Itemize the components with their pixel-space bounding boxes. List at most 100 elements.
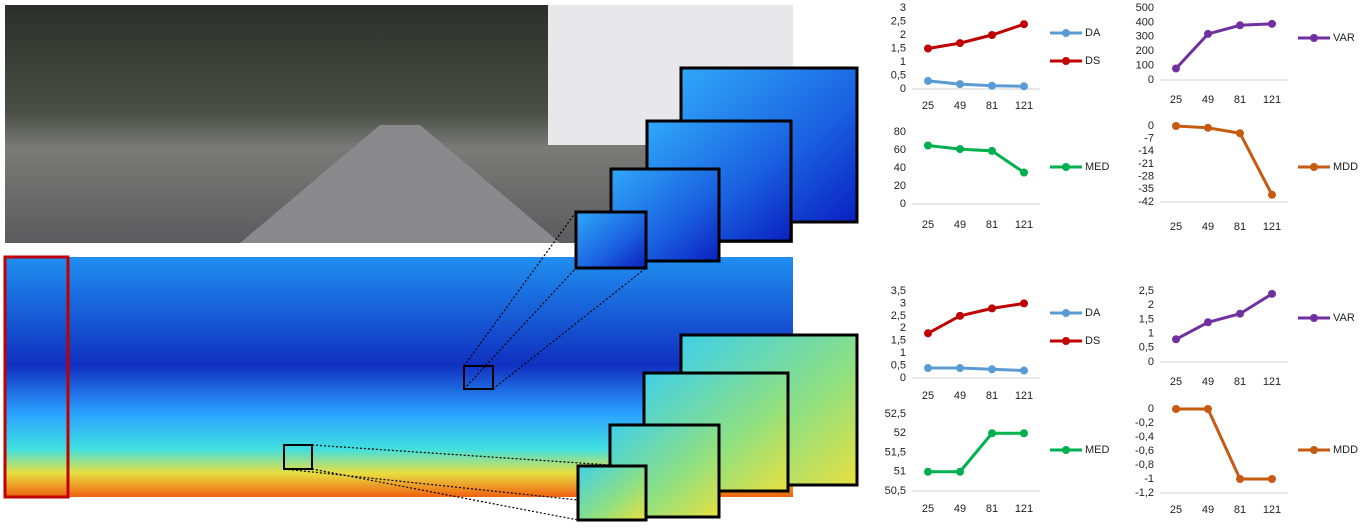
y-tick-label: 1	[1148, 328, 1154, 340]
y-tick-label: 2	[900, 29, 906, 41]
y-tick-label: -21	[1138, 158, 1154, 170]
y-tick-label: 1	[900, 56, 906, 68]
x-tick-label: 49	[954, 100, 966, 112]
y-tick-label: 500	[1136, 2, 1154, 14]
y-tick-label: 0,5	[891, 69, 906, 81]
y-tick-label: -0,4	[1135, 431, 1154, 443]
data-point	[1236, 129, 1244, 137]
legend-label: DA	[1085, 27, 1101, 39]
x-tick-label: 81	[986, 503, 998, 515]
x-tick-label: 49	[954, 503, 966, 515]
legend-label: DS	[1085, 335, 1100, 347]
data-point	[1268, 20, 1276, 28]
data-point	[1236, 475, 1244, 483]
y-tick-label: 200	[1136, 45, 1154, 57]
data-point	[924, 142, 932, 150]
series-line	[1176, 409, 1272, 479]
y-tick-label: 2,5	[1139, 285, 1154, 297]
figure: 00,511,522,53254981121DADS01002003004005…	[0, 0, 1368, 523]
data-point	[1020, 82, 1028, 90]
legend-swatch	[1062, 57, 1070, 65]
y-tick-label: 0,5	[1139, 342, 1154, 354]
series-line	[928, 303, 1024, 333]
y-tick-label: 0	[1148, 403, 1154, 415]
y-tick-label: 51,5	[885, 446, 906, 458]
x-tick-label: 81	[986, 100, 998, 112]
y-tick-label: 2	[900, 322, 906, 334]
images	[5, 5, 857, 520]
legend-swatch	[1310, 34, 1318, 42]
data-point	[1268, 191, 1276, 199]
series-line	[928, 368, 1024, 370]
series-line	[928, 146, 1024, 173]
data-point	[1020, 367, 1028, 375]
y-tick-label: -35	[1138, 183, 1154, 195]
data-point	[1172, 64, 1180, 72]
y-tick-label: 3,5	[891, 285, 906, 297]
data-point	[924, 77, 932, 85]
legend-label: MED	[1085, 161, 1110, 173]
data-point	[1236, 310, 1244, 318]
x-tick-label: 81	[986, 390, 998, 402]
legend-swatch	[1310, 446, 1318, 454]
data-point	[924, 329, 932, 337]
x-tick-label: 121	[1015, 100, 1033, 112]
data-point	[1268, 475, 1276, 483]
x-tick-label: 81	[1234, 221, 1246, 233]
x-tick-label: 121	[1263, 221, 1281, 233]
data-point	[1172, 122, 1180, 130]
x-tick-label: 25	[1170, 504, 1182, 516]
x-tick-label: 81	[1234, 504, 1246, 516]
y-tick-label: 52	[894, 427, 906, 439]
y-tick-label: -7	[1144, 133, 1154, 145]
series-line	[1176, 126, 1272, 195]
data-point	[956, 468, 964, 476]
legend-label: MDD	[1333, 444, 1358, 456]
y-tick-label: 2,5	[891, 15, 906, 27]
data-point	[956, 364, 964, 372]
y-tick-label: 0	[900, 83, 906, 95]
y-tick-label: 1,5	[891, 42, 906, 54]
legend-label: DS	[1085, 55, 1100, 67]
data-point	[1020, 169, 1028, 177]
y-tick-label: -0,2	[1135, 417, 1154, 429]
y-tick-label: 1,5	[891, 335, 906, 347]
y-tick-label: 51	[894, 466, 906, 478]
y-tick-label: -0,6	[1135, 445, 1154, 457]
data-point	[988, 365, 996, 373]
y-tick-label: 2,5	[891, 310, 906, 322]
legend-label: VAR	[1333, 312, 1355, 324]
data-point	[1020, 20, 1028, 28]
y-tick-label: -0,8	[1135, 459, 1154, 471]
y-tick-label: 60	[894, 144, 906, 156]
x-tick-label: 25	[1170, 376, 1182, 388]
y-tick-label: -14	[1138, 145, 1154, 157]
y-tick-label: 20	[894, 180, 906, 192]
y-tick-label: 1,5	[1139, 313, 1154, 325]
y-tick-label: 0	[900, 198, 906, 210]
x-tick-label: 49	[1202, 221, 1214, 233]
x-tick-label: 81	[1234, 94, 1246, 106]
x-tick-label: 121	[1015, 390, 1033, 402]
data-point	[956, 80, 964, 88]
legend-swatch	[1062, 337, 1070, 345]
y-tick-label: 0	[1148, 356, 1154, 368]
series-line	[928, 24, 1024, 48]
y-tick-label: -42	[1138, 196, 1154, 208]
data-point	[1204, 30, 1212, 38]
y-tick-label: -28	[1138, 171, 1154, 183]
data-point	[1172, 335, 1180, 343]
x-tick-label: 121	[1263, 94, 1281, 106]
data-point	[1236, 21, 1244, 29]
data-point	[924, 364, 932, 372]
y-tick-label: 80	[894, 126, 906, 138]
series-line	[928, 81, 1024, 86]
y-tick-label: 100	[1136, 60, 1154, 72]
x-tick-label: 121	[1263, 376, 1281, 388]
series-line	[1176, 294, 1272, 339]
data-point	[988, 82, 996, 90]
series-line	[1176, 24, 1272, 69]
y-tick-label: 52,5	[885, 408, 906, 420]
y-tick-label: 0	[1148, 74, 1154, 86]
y-tick-label: -1	[1144, 473, 1154, 485]
